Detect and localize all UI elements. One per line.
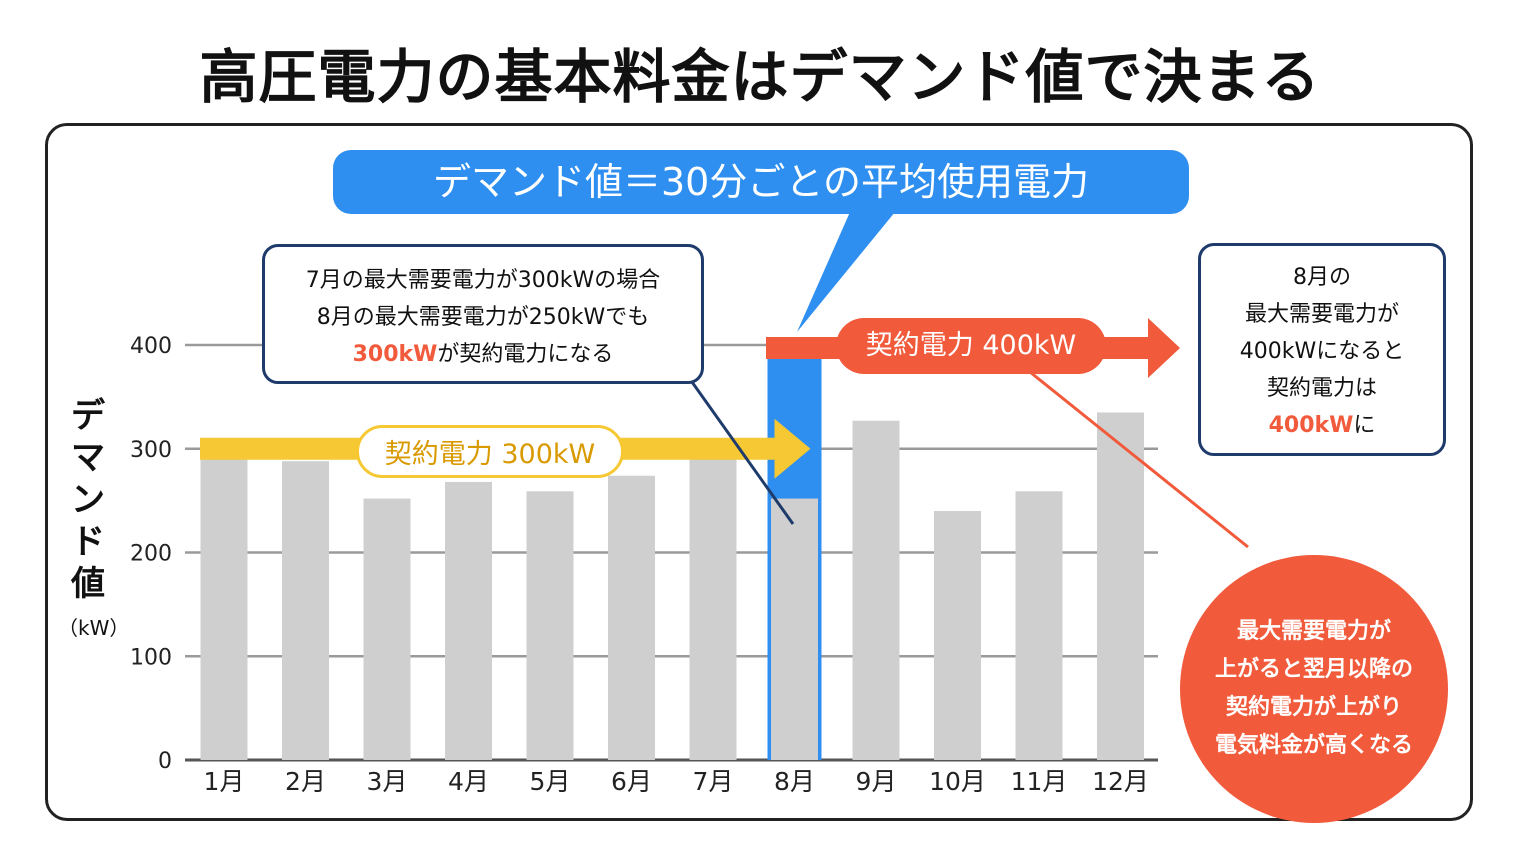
bar [852,420,900,760]
y-tick-label: 300 [130,438,172,463]
chart-panel [45,123,1473,821]
x-tick-label: 3月 [367,767,408,796]
bar [771,498,818,760]
july-callout-highlight: 300kW [352,342,438,367]
july-callout-line3: 300kWが契約電力になる [265,336,701,373]
july-callout-line3-rest: が契約電力になる [437,342,614,367]
y-axis-title-char: ド [71,522,105,562]
bar [1015,491,1063,760]
x-tick-label: 1月 [204,767,245,796]
x-tick-label: 2月 [285,767,326,796]
y-axis-title-char: 値 [71,564,105,604]
x-tick-label: 12月 [1092,767,1149,796]
bar [445,481,492,760]
bar [526,491,574,760]
x-tick-label: 8月 [774,767,815,796]
july-callout-line1: 7月の最大需要電力が300kWの場合 [305,268,661,293]
august-callout-highlight: 400kW [1268,413,1354,438]
contract-400-arrowhead [1148,318,1180,378]
summary-line1: 最大需要電力が [1236,619,1391,644]
contract-300-arrowhead [774,418,811,479]
summary-leader [1029,370,1249,549]
bar [200,459,248,760]
august-callout-line2: 最大需要電力が [1244,302,1399,327]
bar [934,511,981,760]
august-callout: 8月の 最大需要電力が 400kWになると 契約電力は 400kWに [1198,243,1446,456]
x-tick-label: 11月 [1011,767,1068,796]
july-callout-leader [690,381,795,525]
bar [1097,412,1144,760]
demand-definition-banner: デマンド値＝30分ごとの平均使用電力 [333,150,1189,214]
y-axis-title-char: ン [71,480,105,520]
y-axis-unit: （kW） [58,616,130,640]
x-tick-label: 6月 [611,767,652,796]
y-axis-title-char: デ [71,396,105,436]
july-callout: 7月の最大需要電力が300kWの場合 8月の最大需要電力が250kWでも 300… [262,244,704,384]
y-tick-label: 100 [130,645,172,670]
x-tick-label: 7月 [693,767,734,796]
august-callout-line5-rest: に [1353,413,1376,438]
july-callout-line2: 8月の最大需要電力が250kWでも [316,305,650,330]
august-callout-line1: 8月の [1293,265,1351,290]
x-tick-label: 5月 [530,767,571,796]
bar [608,475,655,760]
summary-line2: 上がると翌月以降の [1214,657,1413,682]
x-tick-label: 10月 [929,767,986,796]
summary-line3: 契約電力が上がり [1225,695,1402,720]
bar [689,448,737,760]
y-tick-label: 0 [158,749,172,774]
bar [282,461,329,760]
y-axis-title-char: マ [71,438,105,478]
contract-400-label: 契約電力 400kW [836,318,1106,374]
y-tick-label: 200 [130,542,172,567]
x-tick-label: 4月 [448,767,489,796]
banner-pointer [797,212,895,332]
summary-circle: 最大需要電力が 上がると翌月以降の 契約電力が上がり 電気料金が高くなる [1180,555,1448,823]
august-callout-line5: 400kWに [1201,407,1443,444]
bar [363,498,411,760]
august-callout-line4: 契約電力は [1266,376,1377,401]
contract-300-label: 契約電力 300kW [356,425,624,478]
y-tick-label: 400 [130,334,172,359]
summary-line4: 電気料金が高くなる [1214,733,1413,758]
august-callout-line3: 400kWになると [1239,339,1405,364]
y-axis-title: デマンド値 [63,395,113,605]
page-title: 高圧電力の基本料金はデマンド値で決まる [199,43,1321,111]
x-tick-label: 9月 [856,767,897,796]
